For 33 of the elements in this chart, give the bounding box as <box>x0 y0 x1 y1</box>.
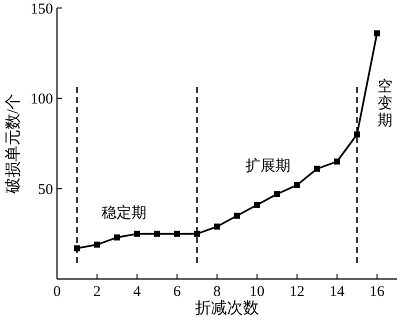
point <box>174 230 180 237</box>
point <box>274 191 280 198</box>
point <box>334 158 340 165</box>
point <box>234 212 240 219</box>
point <box>374 30 380 36</box>
point <box>254 202 260 208</box>
point <box>154 230 160 237</box>
x-tick-label: 12 <box>290 284 304 300</box>
x-tick-label: 10 <box>250 284 264 300</box>
point <box>194 230 200 237</box>
x-tick-label: 8 <box>213 284 221 300</box>
x-tick-label: 0 <box>53 284 61 300</box>
point <box>214 224 220 230</box>
point <box>94 242 100 248</box>
point <box>314 166 320 172</box>
point <box>114 234 120 240</box>
x-tick-label: 6 <box>173 284 182 300</box>
annotation: 扩展期 <box>246 157 290 174</box>
point <box>74 245 80 252</box>
y-tick-label: 150 <box>30 1 53 18</box>
y-tick-label: 50 <box>38 182 53 198</box>
point <box>294 182 300 188</box>
y-axis-title: 破损单元数/个 <box>4 93 22 195</box>
x-axis-title: 折减次数 <box>195 299 259 317</box>
x-tick-label: 14 <box>330 284 345 300</box>
x-tick-label: 2 <box>93 284 101 300</box>
x-tick-label: 16 <box>370 284 385 300</box>
x-tick-label: 4 <box>133 284 142 300</box>
point <box>354 131 360 138</box>
annotation: 稳定期 <box>102 204 146 222</box>
annotation: 空变期 <box>378 78 392 129</box>
y-tick-label: 100 <box>30 92 53 108</box>
point <box>134 230 140 237</box>
